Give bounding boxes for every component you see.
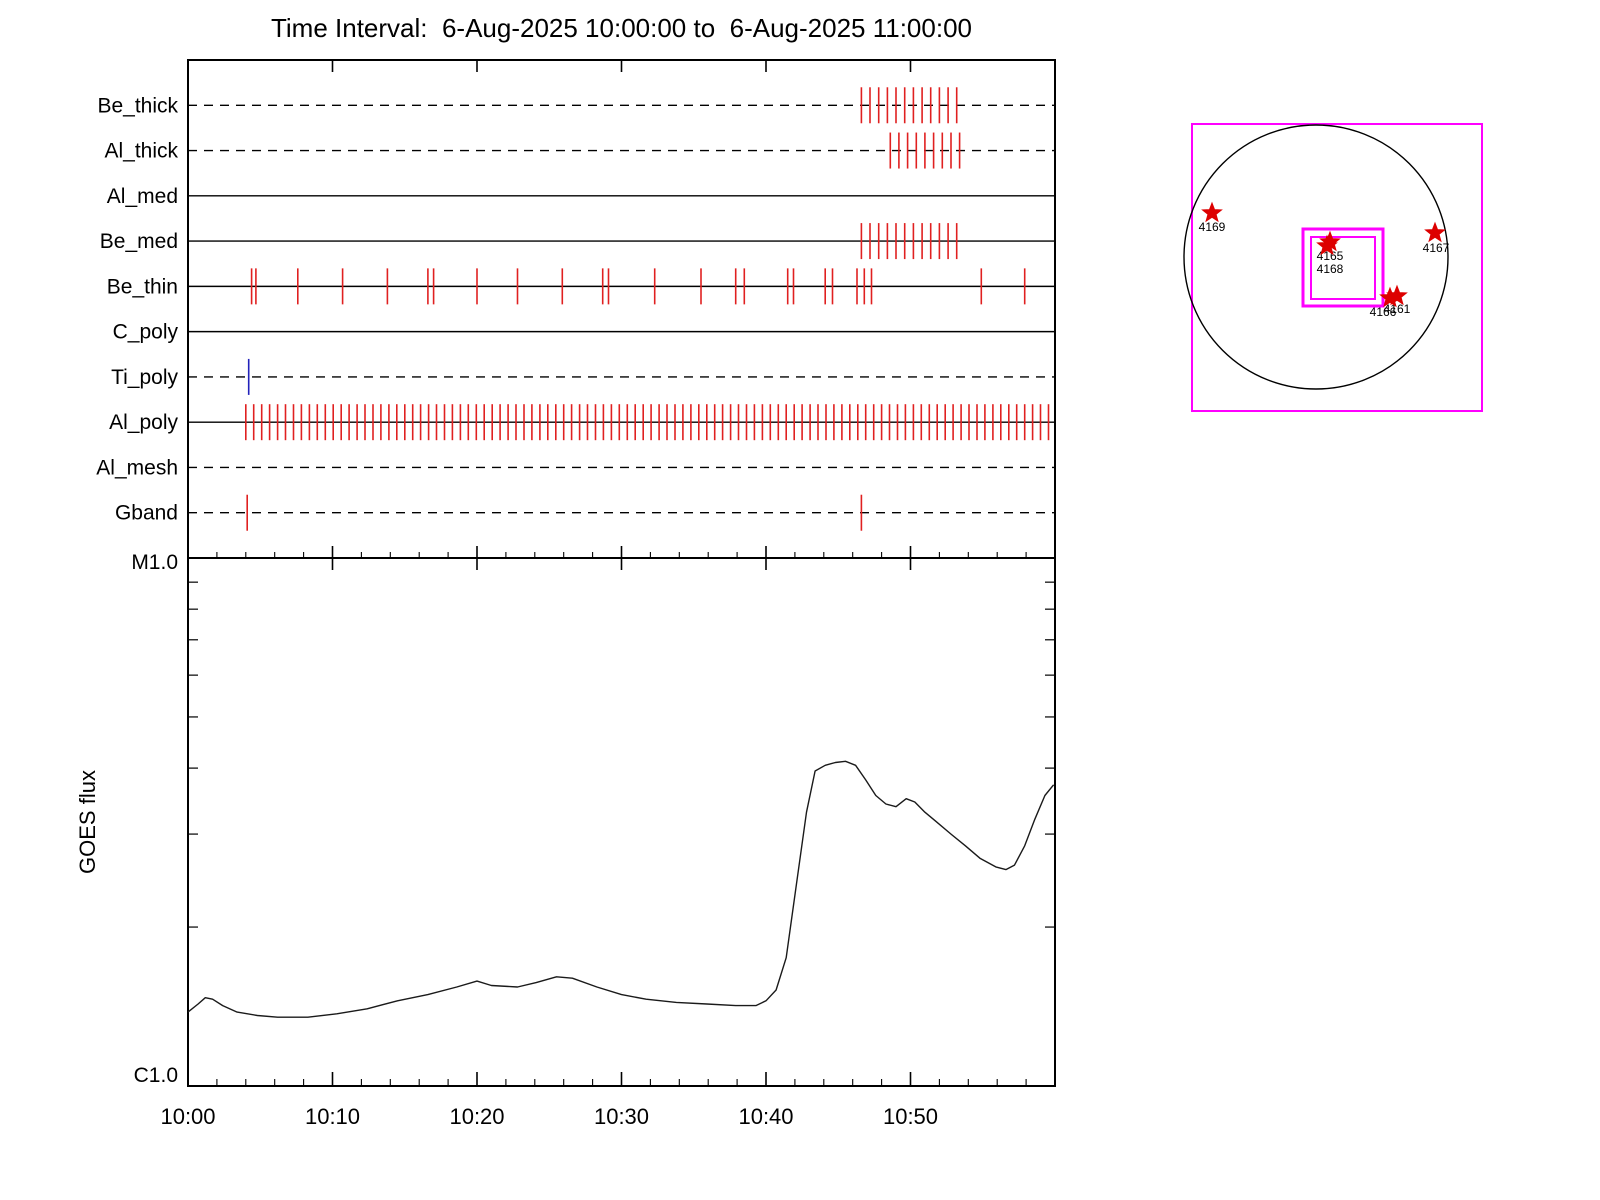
channel-label-Al_poly: Al_poly xyxy=(109,411,178,434)
goes-ymax-label: M1.0 xyxy=(131,551,178,574)
channel-label-Al_med: Al_med xyxy=(107,185,178,208)
channel-label-Be_thin: Be_thin xyxy=(107,275,178,298)
active-region-label-4166: 4166 xyxy=(1370,305,1397,319)
channel-label-Gband: Gband xyxy=(115,502,178,525)
active-region-label-4161: 4161 xyxy=(1384,302,1411,316)
channel-label-Ti_poly: Ti_poly xyxy=(111,366,178,389)
channel-label-Be_med: Be_med xyxy=(100,230,178,253)
active-region-star-4167 xyxy=(1424,221,1446,243)
channel-label-Al_thick: Al_thick xyxy=(104,140,178,163)
xrt-fov-box-0 xyxy=(1301,227,1385,308)
active-region-star-4169 xyxy=(1201,201,1223,223)
xrt-fov-box-1 xyxy=(1310,236,1376,300)
active-region-label-4169: 4169 xyxy=(1199,220,1226,234)
page-title: Time Interval: 6-Aug-2025 10:00:00 to 6-… xyxy=(270,13,972,43)
goes-ymin-label: C1.0 xyxy=(134,1064,178,1087)
x-tick-label: 10:30 xyxy=(594,1104,649,1129)
channel-label-Al_mesh: Al_mesh xyxy=(96,456,178,479)
active-region-label-4168: 4168 xyxy=(1317,262,1344,276)
active-region-label-4167: 4167 xyxy=(1423,241,1450,255)
active-region-star-4168 xyxy=(1316,234,1338,256)
solar-limb-circle xyxy=(1183,124,1449,390)
x-tick-label: 10:40 xyxy=(738,1104,793,1129)
channel-label-C_poly: C_poly xyxy=(113,321,179,344)
goes-flux-curve xyxy=(187,760,1055,1018)
goes-panel-frame xyxy=(187,557,1056,1087)
x-tick-label: 10:20 xyxy=(449,1104,504,1129)
channel-label-Be_thick: Be_thick xyxy=(97,94,178,117)
goes-ylabel: GOES flux xyxy=(75,770,100,874)
x-tick-label: 10:00 xyxy=(160,1104,215,1129)
pointing-outline-box xyxy=(1191,123,1483,412)
x-tick-label: 10:50 xyxy=(883,1104,938,1129)
active-region-star-4166 xyxy=(1379,286,1401,308)
x-tick-label: 10:10 xyxy=(305,1104,360,1129)
